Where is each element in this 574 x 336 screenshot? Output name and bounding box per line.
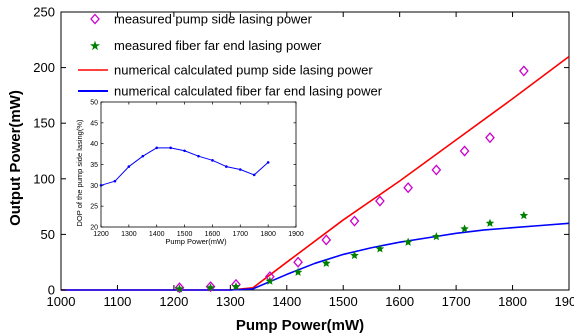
inset-series-markers [99,146,270,187]
x-tick-label: 1000 [47,294,76,309]
inset-y-axis-title: DOP of the pump side lasing(%) [75,119,84,226]
data-point-star [485,218,495,227]
inset-x-axis-title: Pump Power(mW) [165,237,227,246]
data-point-dot [169,146,172,150]
data-point-dot [197,154,200,158]
x-tick-label: 1700 [232,231,248,238]
data-point-dot [127,165,131,168]
legend-item-pump-side-calculated: numerical calculated pump side lasing po… [78,63,373,78]
x-tick-label: 1200 [159,294,188,309]
data-point-star [403,237,413,246]
data-point-diamond [459,145,470,157]
x-tick-label: 1600 [385,294,414,309]
data-point-diamond [431,164,442,176]
x-tick-label: 1400 [272,294,301,309]
data-point-dot [113,179,117,183]
data-point-dot [141,154,145,158]
legend: measured pump side lasing power measured… [78,12,383,99]
data-point-star [375,244,385,253]
y-tick-label: 45 [90,120,98,127]
data-point-star [460,224,469,233]
data-point-diamond [375,195,385,207]
data-point-diamond [321,234,332,246]
y-tick-label: 30 [90,183,98,190]
data-point-dot [225,165,228,168]
x-tick-label: 1100 [103,294,131,309]
data-point-diamond [485,132,495,144]
legend-label: numerical calculated fiber far end lasin… [114,84,383,99]
y-tick-label: 50 [90,100,98,107]
data-point-dot [252,173,256,177]
data-point-dot [266,161,270,164]
legend-item-far-end-measured: measured fiber far end lasing power [90,38,322,53]
data-point-star [175,284,184,293]
legend-label: measured fiber far end lasing power [114,38,322,53]
y-tick-label: 150 [33,116,55,131]
legend-item-pump-side-measured: measured pump side lasing power [90,12,313,27]
data-point-diamond [349,215,360,227]
data-point-star [206,283,215,292]
y-axis-title: Output Power(mW) [7,90,24,226]
data-point-dot [238,168,242,171]
y-tick-label: 50 [41,227,55,242]
data-point-dot [183,149,186,153]
y-tick-label: 200 [33,60,55,75]
data-point-star [293,267,303,276]
data-point-dot [211,159,214,162]
data-point-star [519,211,529,220]
x-tick-label: 1400 [149,231,165,238]
data-point-diamond [231,278,241,291]
x-tick-label: 1200 [93,231,109,238]
x-tick-label: 1800 [498,294,527,309]
legend-diamond-marker [90,13,100,25]
main-series-markers [174,65,529,294]
x-tick-label: 1300 [216,294,245,309]
x-tick-label: 1500 [177,231,193,238]
data-point-diamond [403,182,413,194]
inset-plot-frame [100,101,297,228]
data-point-star [265,276,275,285]
y-tick-label: 20 [90,225,98,232]
x-axis-title: Pump Power(mW) [236,317,364,334]
y-tick-label: 0 [48,283,55,298]
data-point-diamond [293,256,303,268]
x-tick-label: 1800 [260,231,276,238]
data-point-star [231,282,241,291]
y-tick-label: 35 [90,162,98,169]
x-tick-label: 1300 [121,231,137,238]
legend-label: measured pump side lasing power [114,12,313,27]
data-point-star [322,258,331,267]
x-tick-label: 1500 [329,294,358,309]
data-point-star [350,251,359,260]
x-tick-label: 1900 [555,294,574,309]
y-tick-label: 40 [90,141,98,148]
legend-item-far-end-calculated: numerical calculated fiber far end lasin… [78,84,383,99]
x-tick-label: 1900 [288,231,304,238]
y-tick-label: 250 [33,5,55,20]
data-point-diamond [174,282,185,294]
main-axis-ticks: 1000 1100 1200 1300 1400 1500 1600 1700 1800 190 0… [33,5,574,310]
series-line [61,222,570,291]
y-tick-label: 25 [90,204,98,211]
data-point-diamond [518,65,529,77]
inset-plot: 1200 1300 1400 1500 1600 1700 1800 1900 20 25 30 35… [75,100,304,247]
y-tick-label: 100 [33,171,55,186]
legend-label: numerical calculated pump side lasing po… [114,63,373,78]
data-point-diamond [205,281,216,293]
x-tick-label: 1700 [442,294,471,309]
data-point-dot [155,146,159,150]
inset-axis-ticks: 1200 1300 1400 1500 1600 1700 1800 1900 20 25 30 35… [90,100,304,239]
x-tick-label: 1600 [205,231,221,238]
data-point-star [432,232,441,241]
legend-star-marker [90,40,100,51]
